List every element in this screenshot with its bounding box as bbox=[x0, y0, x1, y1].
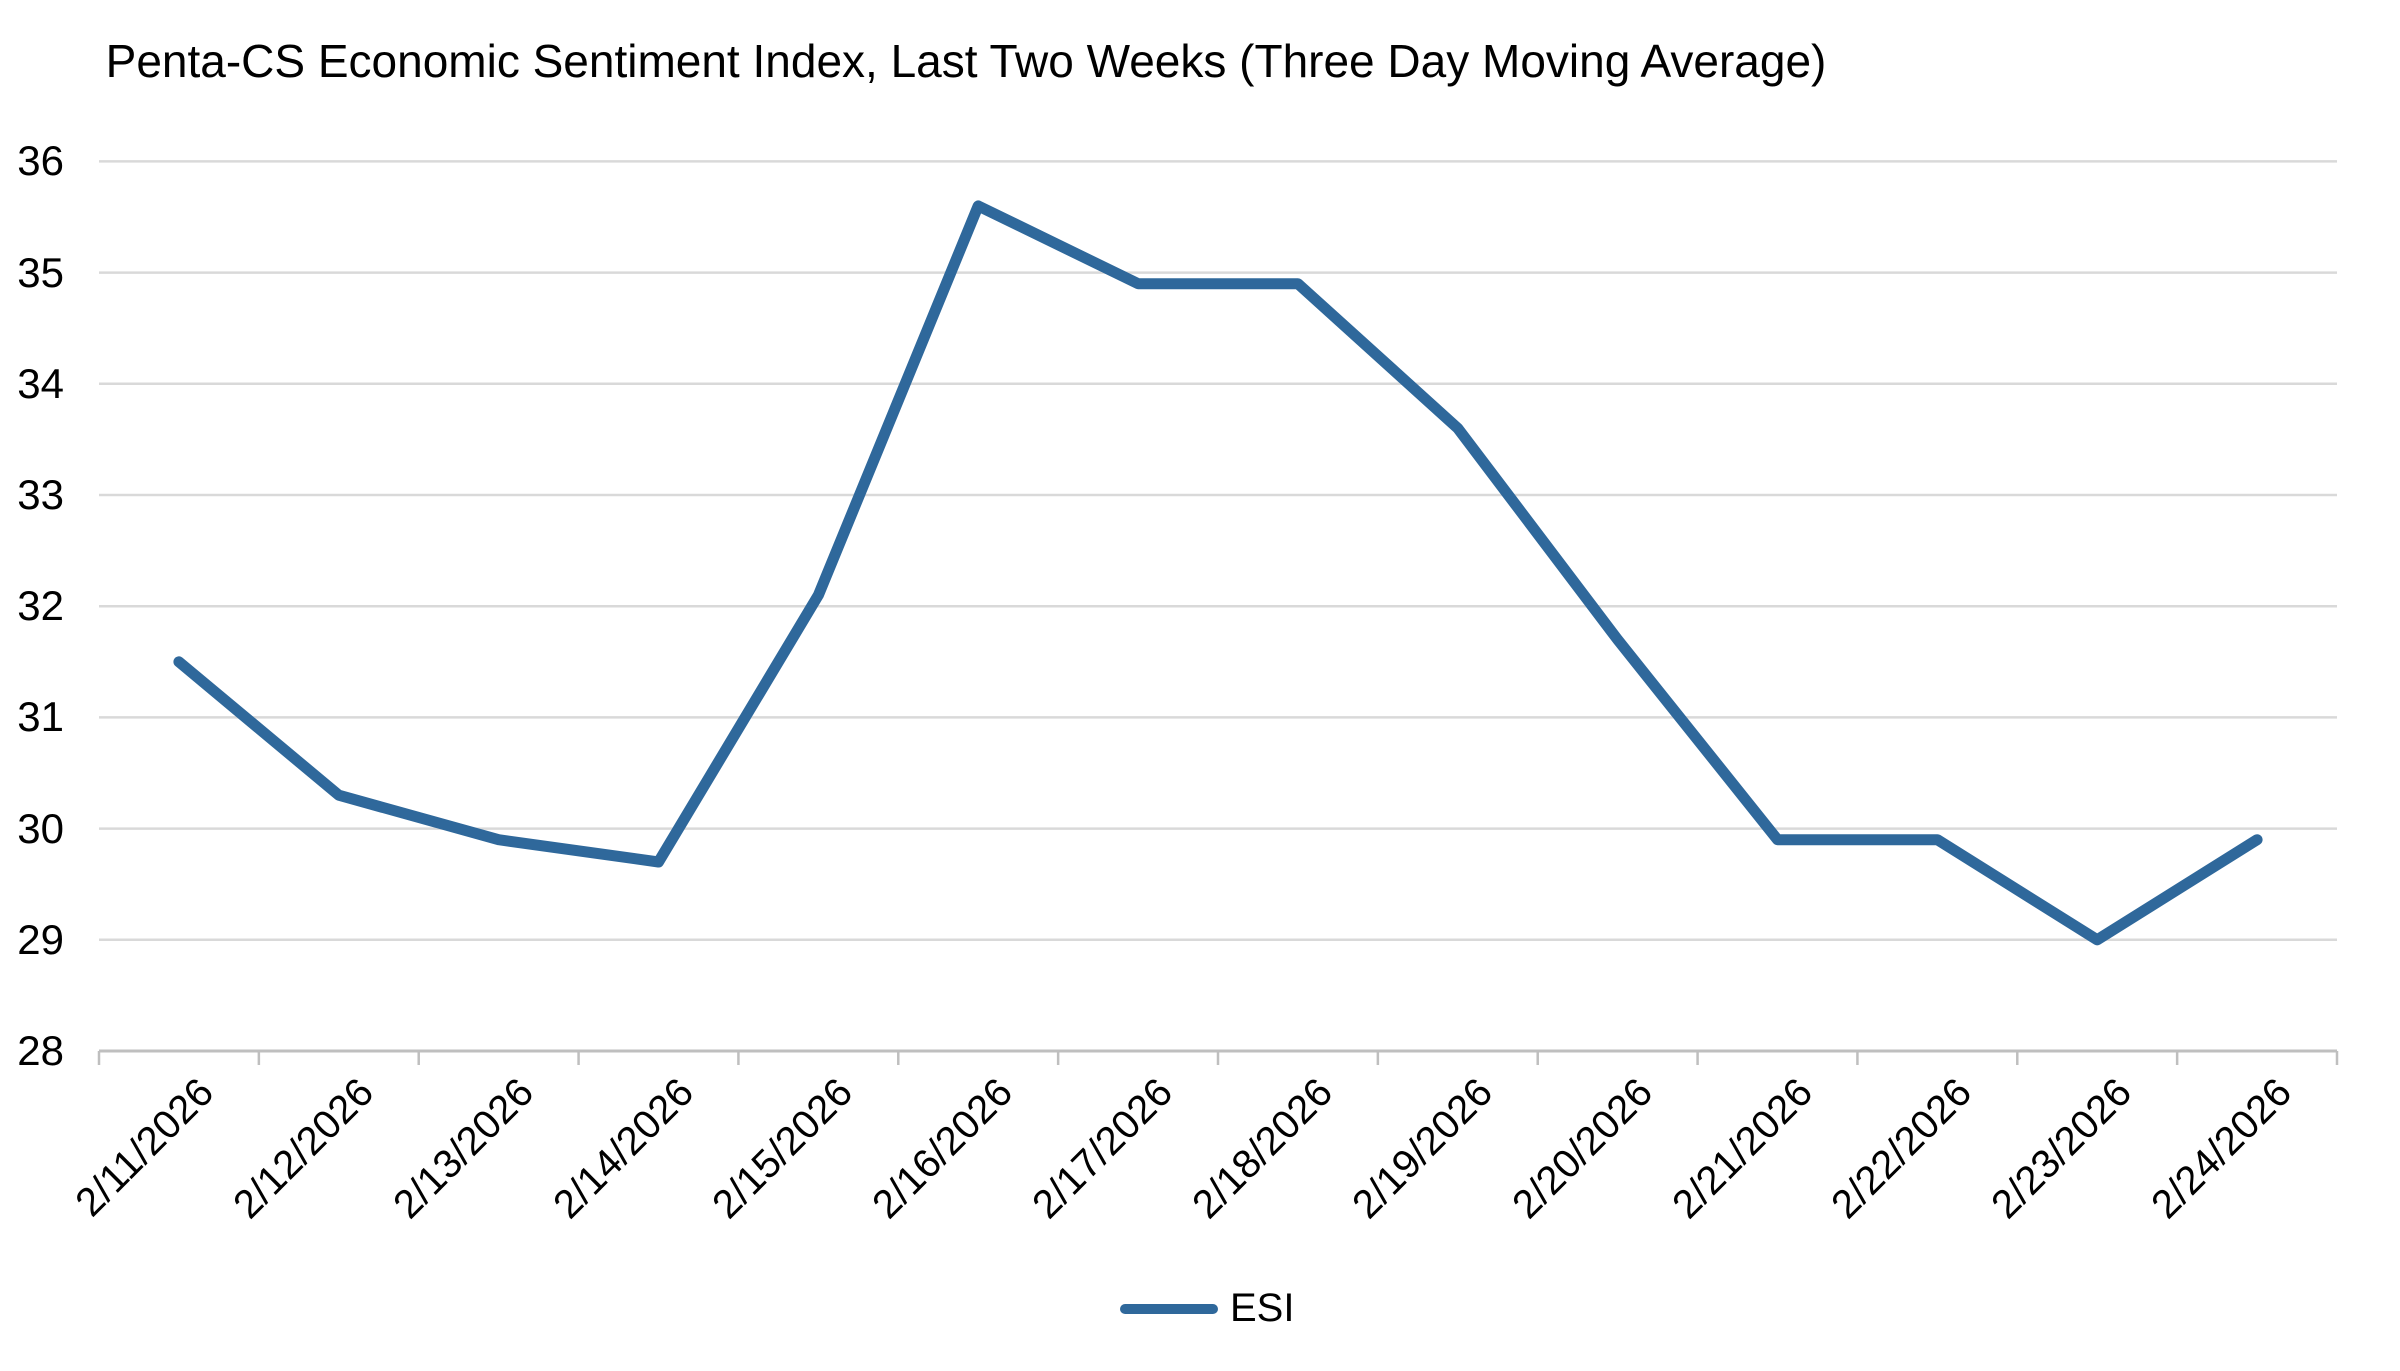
y-axis-label: 33 bbox=[17, 471, 64, 518]
y-axis-label: 31 bbox=[17, 693, 64, 741]
y-axis-label: 34 bbox=[17, 359, 64, 407]
legend: ESI bbox=[1120, 1286, 1294, 1331]
series-line-esi bbox=[173, 200, 2263, 946]
legend-line-swatch bbox=[1120, 1303, 1218, 1314]
y-axis-label: 28 bbox=[17, 1027, 64, 1074]
y-axis-label: 36 bbox=[17, 137, 64, 185]
legend-label: ESI bbox=[1230, 1286, 1295, 1330]
chart-title: Penta-CS Economic Sentiment Index, Last … bbox=[105, 35, 1827, 87]
y-axis-label: 29 bbox=[17, 915, 64, 963]
y-axis-label: 35 bbox=[17, 248, 64, 296]
y-axis-label: 30 bbox=[17, 804, 64, 852]
y-axis-label: 32 bbox=[17, 582, 64, 630]
